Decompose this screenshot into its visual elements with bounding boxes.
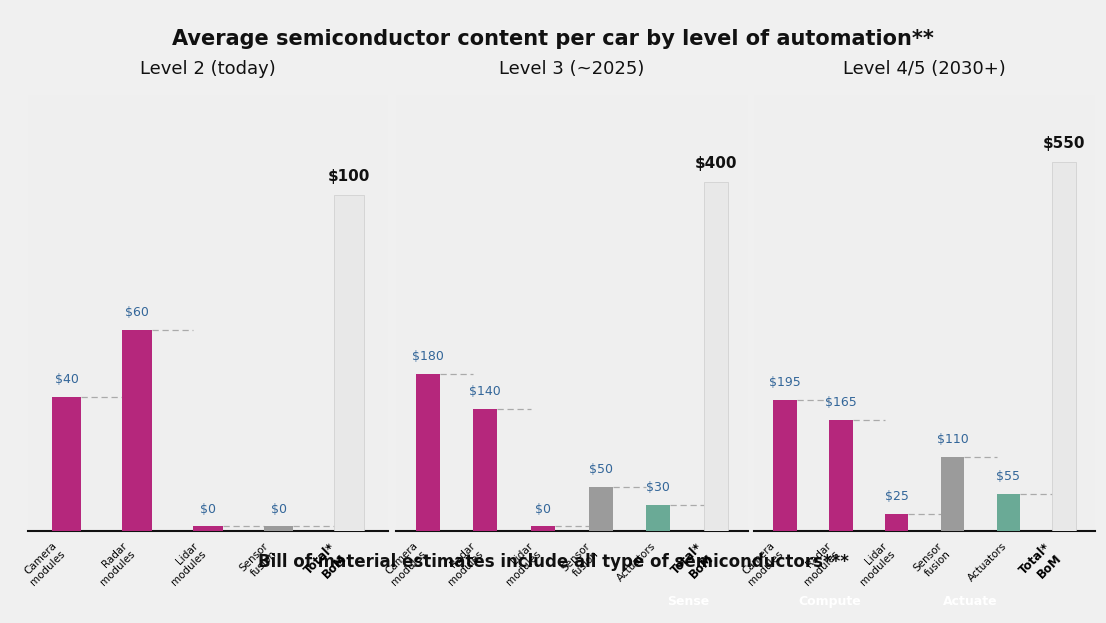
Text: Level 3 (~2025): Level 3 (~2025) [499,60,645,78]
Text: $550: $550 [1043,136,1085,151]
Bar [941,457,964,531]
Bar [997,494,1020,531]
Text: Average semiconductor content per car by level of automation**: Average semiconductor content per car by… [173,29,933,49]
Bar [531,526,555,531]
Text: $60: $60 [125,306,149,318]
Bar [703,182,728,531]
Bar [885,514,908,531]
Bar [263,526,293,531]
Bar [588,487,613,531]
Text: $180: $180 [411,350,444,363]
Text: Level 4/5 (2030+): Level 4/5 (2030+) [843,60,1006,78]
Bar [416,374,440,531]
Text: $0: $0 [271,503,286,516]
Bar [773,400,796,531]
Bar [646,505,670,531]
Text: Level 2 (today): Level 2 (today) [140,60,275,78]
Text: $140: $140 [469,385,501,398]
Text: $25: $25 [885,490,909,503]
Text: $55: $55 [997,470,1021,483]
Text: $110: $110 [937,433,969,446]
Text: $400: $400 [695,156,738,171]
Text: $0: $0 [200,503,216,516]
Text: $30: $30 [646,481,670,493]
Text: $100: $100 [328,169,371,184]
Text: $195: $195 [769,376,801,389]
Text: Bill of material estimates include all type of semiconductors***: Bill of material estimates include all t… [258,553,848,571]
Text: $40: $40 [54,373,79,386]
Bar [52,397,82,531]
Bar [473,409,498,531]
Text: $0: $0 [535,503,551,516]
Text: $50: $50 [588,464,613,476]
Text: $165: $165 [825,396,857,409]
Bar [123,330,153,531]
Bar [334,196,364,531]
Bar [194,526,222,531]
Bar [1053,162,1076,531]
Bar [830,420,853,531]
